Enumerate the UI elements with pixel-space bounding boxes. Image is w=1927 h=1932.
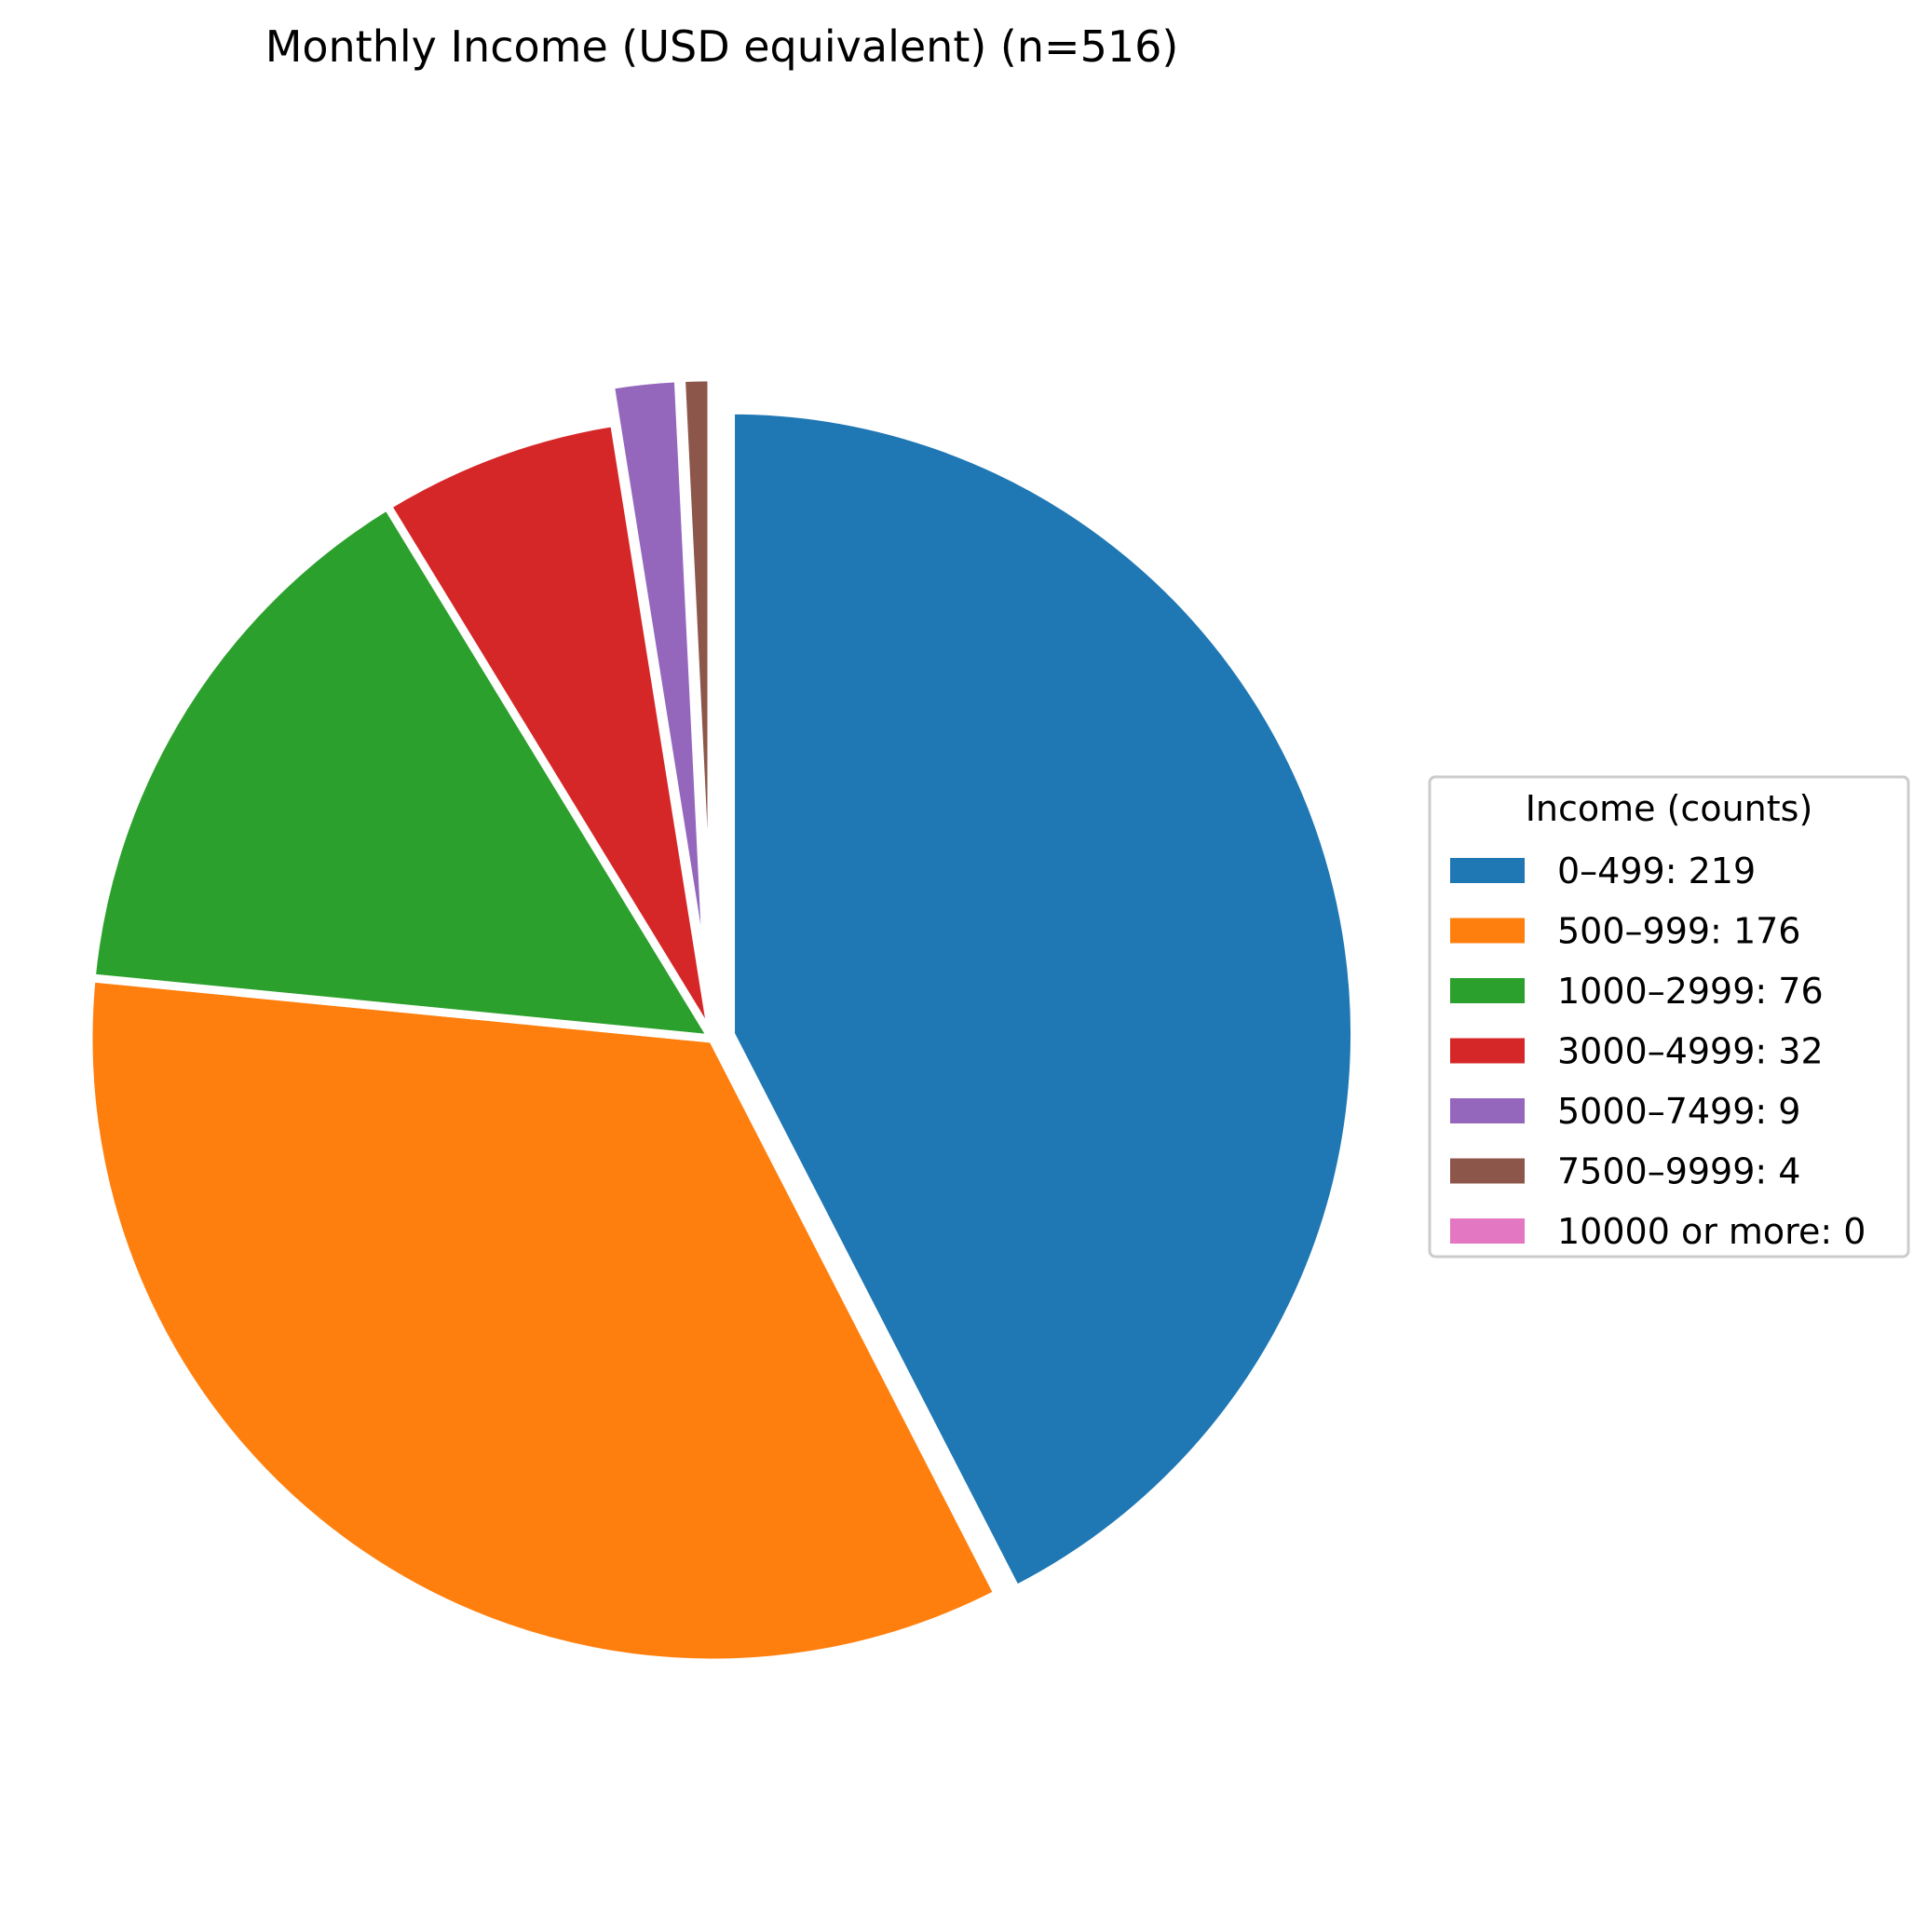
legend-label-3: 3000–4999: 32 bbox=[1557, 1031, 1824, 1072]
legend-label-2: 1000–2999: 76 bbox=[1557, 971, 1824, 1012]
legend-swatch-0 bbox=[1450, 858, 1525, 883]
pie-wedge-0-499 bbox=[726, 405, 1360, 1596]
legend-swatch-3 bbox=[1450, 1038, 1525, 1064]
legend-label-1: 500–999: 176 bbox=[1557, 911, 1800, 952]
legend-swatch-5 bbox=[1450, 1158, 1525, 1184]
legend-label-4: 5000–7499: 9 bbox=[1557, 1091, 1800, 1132]
pie-wedges bbox=[84, 373, 1360, 1667]
legend-title: Income (counts) bbox=[1526, 788, 1813, 829]
legend-swatch-4 bbox=[1450, 1098, 1525, 1123]
chart-title: Monthly Income (USD equivalent) (n=516) bbox=[265, 21, 1179, 72]
legend-label-0: 0–499: 219 bbox=[1557, 850, 1756, 891]
pie-wedge-500-999 bbox=[84, 973, 1004, 1667]
legend-swatch-6 bbox=[1450, 1218, 1525, 1244]
pie-wedge-1000-2999 bbox=[87, 499, 721, 1044]
legend-swatch-1 bbox=[1450, 918, 1525, 944]
legend-frame bbox=[1428, 775, 1910, 1259]
legend-swatch-2 bbox=[1450, 978, 1525, 1003]
pie-wedge-3000-4999 bbox=[381, 417, 717, 1041]
legend: Income (counts) 0–499: 219 500–999: 176 10… bbox=[1428, 775, 1910, 1259]
legend-label-5: 7500–9999: 4 bbox=[1557, 1151, 1800, 1192]
pie-wedge-7500-9999 bbox=[676, 373, 716, 1002]
legend-entries: 0–499: 219 500–999: 176 1000–2999: 76 3000–… bbox=[1450, 850, 1866, 1252]
legend-label-6: 10000 or more: 0 bbox=[1557, 1211, 1866, 1252]
